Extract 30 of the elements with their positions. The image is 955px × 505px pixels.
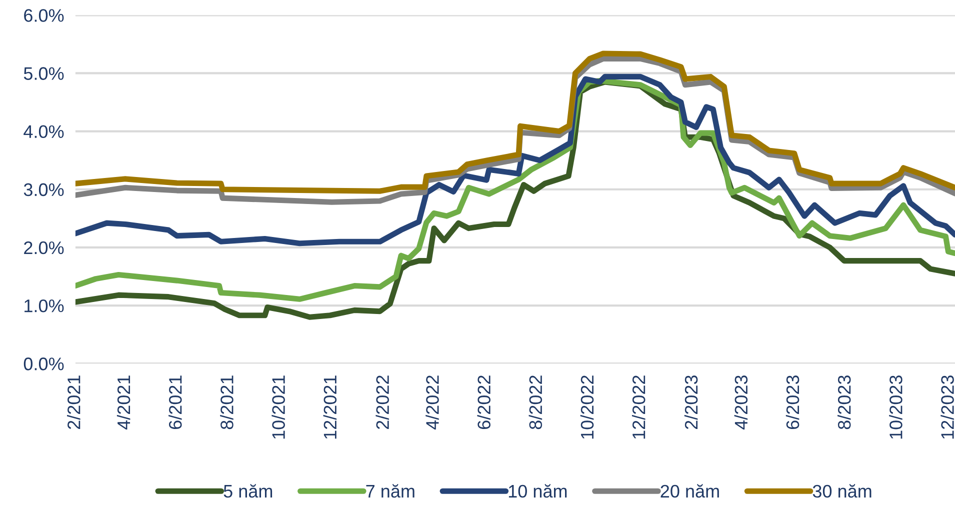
legend-label: 7 năm	[366, 484, 414, 498]
y-tick-label: 4.0%	[24, 125, 64, 138]
legend-label: 30 năm	[812, 484, 872, 498]
x-tick-label: 2/2022	[376, 376, 389, 430]
x-tick-label: 8/2022	[528, 376, 542, 430]
x-tick-label: 12/2021	[323, 376, 337, 439]
legend-label: 10 năm	[508, 484, 567, 498]
y-tick-label: 1.0%	[24, 299, 64, 312]
legend-label: 5 năm	[224, 484, 272, 498]
y-tick-label: 2.0%	[24, 241, 64, 254]
x-tick-label: 4/2023	[734, 376, 748, 430]
x-tick-label: 6/2023	[786, 376, 800, 430]
x-tick-label: 10/2022	[580, 376, 594, 439]
x-tick-label: 10/2021	[272, 376, 285, 439]
x-tick-label: 2/2021	[67, 376, 80, 430]
legend-label: 20 năm	[660, 484, 719, 498]
x-tick-label: 6/2022	[477, 376, 490, 430]
y-tick-label: 5.0%	[24, 67, 64, 80]
y-tick-label: 3.0%	[24, 183, 64, 196]
x-tick-label: 8/2021	[220, 376, 234, 430]
x-tick-label: 2/2023	[684, 376, 698, 430]
x-tick-label: 4/2022	[426, 376, 439, 430]
y-tick-label: 0.0%	[24, 358, 64, 370]
x-tick-label: 6/2021	[168, 376, 182, 430]
x-tick-label: 12/2022	[632, 376, 646, 439]
x-tick-label: 4/2021	[116, 376, 130, 430]
y-tick-label: 6.0%	[24, 9, 64, 22]
x-tick-label: 10/2023	[889, 376, 902, 439]
x-tick-label: 8/2023	[837, 376, 851, 430]
x-tick-label: 12/2023	[940, 376, 954, 439]
